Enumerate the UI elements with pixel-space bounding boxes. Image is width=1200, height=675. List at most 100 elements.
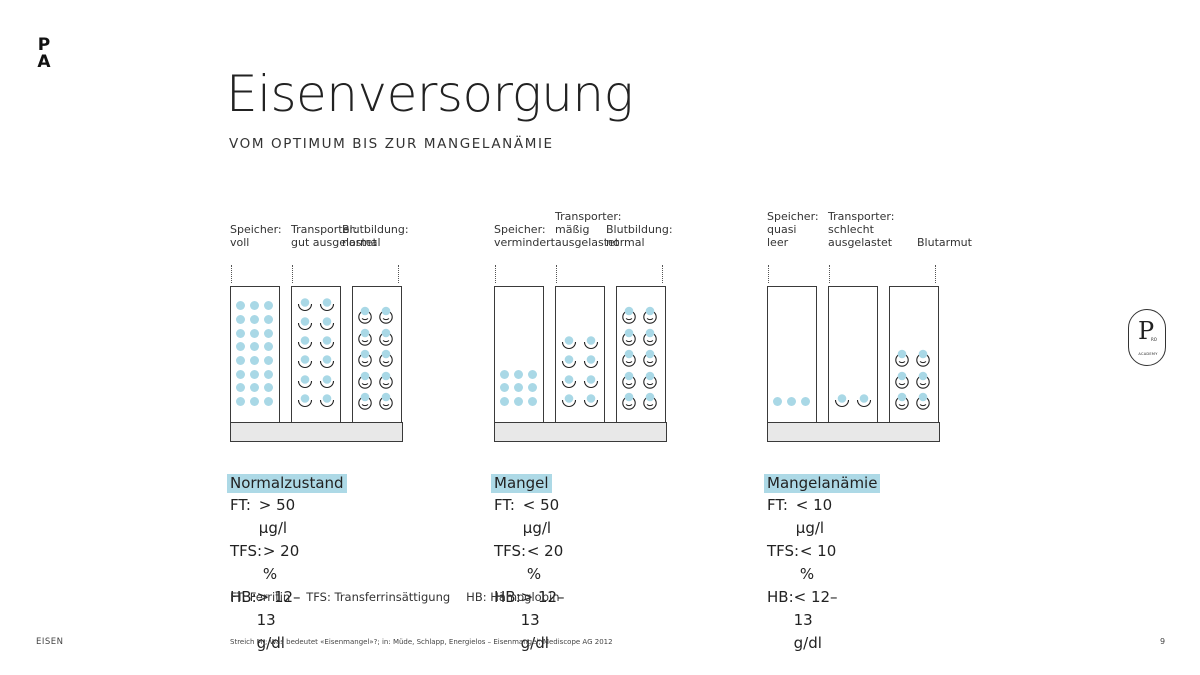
red-blood-cell-icon (357, 328, 373, 346)
lab-value-key: HB: (494, 588, 521, 606)
transporter-container (291, 286, 341, 423)
iron-storage-dot-icon (236, 342, 245, 352)
iron-storage-dot-icon (514, 369, 523, 379)
badge-ring-text: ACADEMY (1138, 352, 1158, 356)
logo-letter-p: P (37, 35, 51, 55)
iron-storage-dot-icon (250, 301, 259, 311)
lab-value-key: TFS: (494, 542, 527, 560)
red-blood-cell-icon (894, 392, 910, 410)
lab-value-key: TFS: (230, 542, 263, 560)
red-blood-cell-icon (642, 328, 658, 346)
iron-storage-dot-icon (528, 397, 537, 406)
transferrin-transporter-icon (583, 393, 599, 409)
blood-formation-container (616, 286, 666, 423)
transferrin-transporter-icon (297, 335, 313, 351)
iron-storage-dot-icon (250, 328, 259, 338)
lab-value: < 10 µg/l (795, 496, 833, 537)
iron-storage-dot-icon (236, 314, 245, 324)
transferrin-transporter-icon (319, 354, 335, 370)
transferrin-transporter-icon (561, 393, 577, 409)
lab-value-key: FT: (230, 496, 251, 514)
lab-value-row: TFS: < 20 % (494, 540, 567, 586)
transporter-label: Transporter: schlecht ausgelastet (828, 210, 895, 249)
iron-storage-dot-icon (500, 397, 509, 406)
red-blood-cell-icon (621, 371, 637, 389)
lab-value-key: FT: (767, 496, 788, 514)
section-label: EISEN (36, 637, 64, 647)
red-blood-cell-icon (915, 371, 931, 389)
lab-value-row: HB: > 12–13 g/dl (230, 586, 303, 655)
transporter-label: Transporter: gut ausgelastet (291, 223, 377, 249)
lab-value: < 20 % (526, 542, 564, 583)
blood-formation-leader-line (398, 265, 399, 283)
state-title: Mangel (491, 474, 552, 493)
transferrin-transporter-icon (297, 354, 313, 370)
base-bar (494, 422, 667, 442)
red-blood-cell-icon (378, 349, 394, 367)
storage-label: Speicher: voll (230, 223, 282, 249)
iron-storage-dot-icon (801, 397, 810, 406)
iron-storage-dot-icon (773, 397, 782, 406)
transferrin-transporter-icon (297, 374, 313, 390)
lab-value-key: FT: (494, 496, 515, 514)
transporter-leader-line (556, 265, 557, 283)
iron-storage-dot-icon (250, 383, 259, 393)
transferrin-transporter-icon (856, 393, 872, 409)
red-blood-cell-icon (621, 328, 637, 346)
red-blood-cell-icon (378, 392, 394, 410)
transferrin-transporter-icon (297, 297, 313, 313)
lab-value-key: HB: (767, 588, 794, 606)
transporter-container (828, 286, 878, 423)
lab-value-key: TFS: (767, 542, 800, 560)
transferrin-transporter-icon (561, 335, 577, 351)
lab-value: > 20 % (262, 542, 300, 583)
transporter-label: Transporter: mäßig ausgelastet (555, 210, 622, 249)
lab-value: > 12–13 g/dl (256, 588, 301, 652)
storage-label: Speicher: vermindert (494, 223, 555, 249)
red-blood-cell-icon (915, 392, 931, 410)
lab-value-row: FT: > 50 µg/l (230, 494, 303, 540)
iron-storage-dot-icon (528, 383, 537, 393)
lab-value-row: HB: < 12–13 g/dl (767, 586, 840, 655)
iron-storage-dot-icon (250, 397, 259, 406)
lab-values: FT: < 10 µg/l TFS: < 10 % HB: < 12–13 g/dl (767, 494, 840, 655)
iron-storage-dot-icon (264, 328, 273, 338)
red-blood-cell-icon (357, 371, 373, 389)
base-bar (230, 422, 403, 442)
red-blood-cell-icon (378, 328, 394, 346)
red-blood-cell-icon (621, 306, 637, 324)
legend-ft: FT: Ferritin (230, 590, 291, 604)
iron-storage-dot-icon (236, 355, 245, 365)
transferrin-transporter-icon (319, 335, 335, 351)
lab-values: FT: < 50 µg/l TFS: < 20 % HB: > 12–13 g/dl (494, 494, 567, 655)
lab-value-row: FT: < 50 µg/l (494, 494, 567, 540)
logo-letter-a: A (37, 52, 51, 72)
pro-academy-badge-icon: P RO ACADEMY (1128, 309, 1166, 366)
iron-storage-dot-icon (514, 397, 523, 406)
lab-value: > 12–13 g/dl (520, 588, 565, 652)
blood-formation-container (352, 286, 402, 423)
storage-leader-line (768, 265, 769, 283)
lab-value: < 50 µg/l (522, 496, 560, 537)
transporter-leader-line (829, 265, 830, 283)
lab-value: < 10 % (799, 542, 837, 583)
iron-storage-dot-icon (264, 355, 273, 365)
iron-storage-dot-icon (236, 301, 245, 311)
iron-storage-dot-icon (500, 369, 509, 379)
red-blood-cell-icon (378, 306, 394, 324)
iron-storage-dot-icon (264, 342, 273, 352)
iron-storage-dot-icon (250, 355, 259, 365)
red-blood-cell-icon (915, 349, 931, 367)
lab-value-row: TFS: > 20 % (230, 540, 303, 586)
red-blood-cell-icon (357, 349, 373, 367)
abbreviation-legend: FT: Ferritin TFS: Transferrinsättigung H… (230, 590, 560, 604)
red-blood-cell-icon (894, 349, 910, 367)
blood-formation-label: Blutarmut (917, 236, 972, 249)
iron-storage-dot-icon (236, 383, 245, 393)
source-citation: Streich M.; Was bedeutet «Eisenmangel»?;… (230, 638, 613, 646)
transferrin-transporter-icon (319, 393, 335, 409)
iron-storage-dot-icon (236, 328, 245, 338)
iron-storage-dot-icon (236, 369, 245, 379)
storage-label: Speicher: quasi leer (767, 210, 819, 249)
page-title: Eisenversorgung (226, 65, 634, 123)
